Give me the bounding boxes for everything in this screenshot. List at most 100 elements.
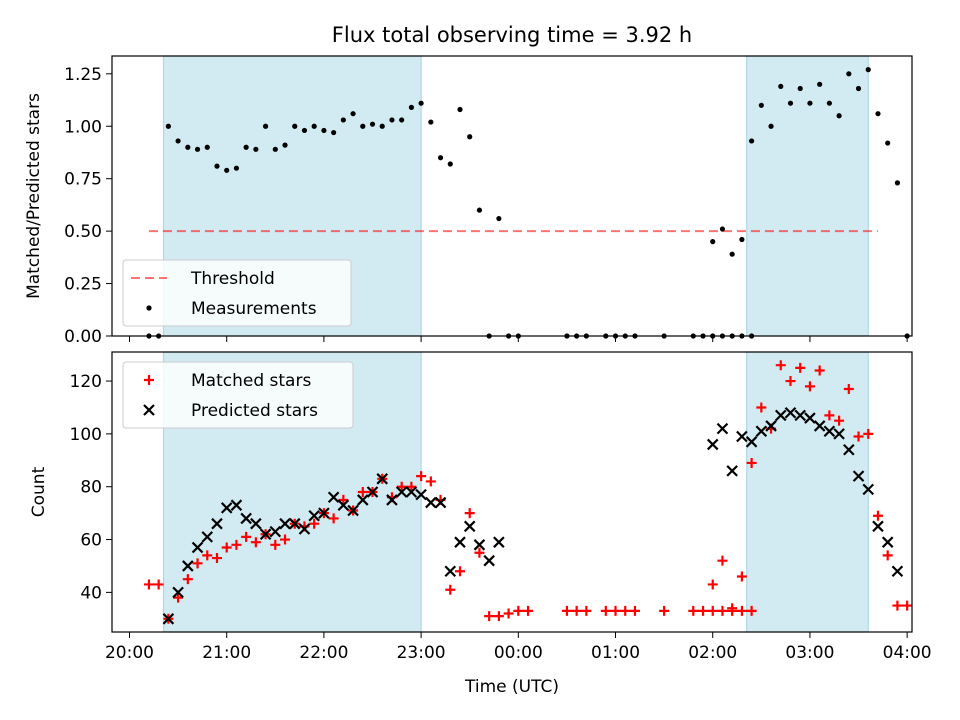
predicted-star-point (415, 488, 427, 501)
matched-star-point (853, 431, 864, 442)
y-tick-label: 0.25 (64, 275, 102, 295)
measurement-point (729, 251, 735, 257)
matched-star-point (659, 605, 670, 616)
measurement-point (253, 146, 259, 152)
predicted-star-point (774, 409, 787, 422)
matched-star-point (338, 494, 349, 505)
predicted-star-point (298, 523, 311, 535)
measurement-point (846, 71, 852, 77)
measurement-point (758, 102, 764, 108)
predicted-star-point (425, 496, 437, 509)
matched-star-point (717, 555, 728, 566)
legend-box (122, 259, 352, 327)
predicted-star-point (269, 525, 282, 538)
predicted-star-point (862, 483, 875, 496)
predicted-star-point (891, 565, 904, 578)
matched-star-point (736, 571, 747, 582)
measurement-point (719, 226, 726, 232)
measurement-point (321, 127, 327, 134)
top-panel: 0.00 0.25 0.50 0.75 1.00 1.25 Matched/Predict… (24, 55, 913, 347)
matched-star-point (882, 550, 893, 561)
measurement-point (369, 121, 376, 127)
legend-box (122, 361, 354, 429)
predicted-star-point (813, 420, 826, 432)
matched-star-point (775, 360, 786, 371)
measurement-point (797, 85, 803, 92)
measurement-point (224, 167, 230, 173)
legend-label: Predicted stars (191, 401, 318, 421)
matched-star-point (357, 487, 368, 497)
x-tick-label: 03:00 (785, 643, 834, 663)
predicted-star-point (288, 517, 301, 530)
matched-star-point (785, 376, 796, 387)
predicted-star-point (395, 486, 408, 498)
measurement-point (408, 104, 414, 110)
bottom-ylabel: Count (29, 466, 49, 517)
matched-star-point (688, 605, 699, 616)
measurement-point (817, 81, 823, 87)
matched-star-point (523, 605, 534, 616)
predicted-star-point (386, 494, 398, 506)
measurement-point (428, 119, 434, 125)
bottom-xlabel: Time (UTC) (464, 677, 559, 697)
predicted-star-point (765, 420, 777, 432)
bottom-plot-frame (111, 351, 913, 633)
matched-star-point (143, 579, 154, 590)
measurement-point (243, 144, 249, 150)
measurement-point (826, 100, 832, 106)
measurement-point (311, 123, 317, 129)
predicted-star-point (220, 502, 233, 514)
measurement-point (885, 140, 891, 146)
matched-star-point (746, 605, 757, 616)
measurement-point (710, 239, 716, 245)
matched-star-point (756, 402, 767, 413)
matched-star-point (328, 513, 339, 524)
matched-star-point (192, 558, 203, 569)
predicted-star-point (191, 541, 204, 554)
predicted-star-point (454, 536, 466, 548)
measurement-point (418, 100, 424, 106)
y-tick-label: 60 (80, 531, 102, 551)
measurement-point (331, 129, 337, 136)
legend-label: Measurements (191, 299, 317, 319)
matched-star-point (736, 605, 747, 616)
matched-star-point (474, 547, 485, 558)
y-tick-label: 120 (70, 372, 102, 392)
matched-star-point (454, 566, 465, 577)
measurement-point (778, 83, 784, 90)
matched-star-point (795, 362, 806, 373)
measurement-point (447, 161, 453, 167)
measurement-point (787, 100, 794, 106)
predicted-star-point (755, 425, 768, 438)
predicted-star-point (308, 509, 320, 522)
matched-star-point (309, 518, 320, 529)
matched-star-point (707, 579, 718, 590)
measurement-point (437, 155, 444, 161)
measurement-point (855, 85, 862, 92)
measurement-point (204, 144, 210, 150)
matched-star-point (843, 383, 854, 394)
measurement-point (496, 215, 502, 222)
legend-matched-swatch (144, 375, 154, 385)
bottom-panel: 40 60 80 100 120 20:00 21:00 22:00 23:00 00:00 01:… (29, 351, 932, 697)
y-tick-label: 1.00 (64, 117, 102, 137)
predicted-star-point (434, 496, 447, 509)
matched-star-point (182, 574, 193, 585)
predicted-star-point (405, 486, 418, 498)
legend-label: Matched stars (191, 371, 311, 391)
predicted-star-point (716, 422, 729, 435)
matched-star-point (834, 415, 845, 426)
y-tick-label: 1.25 (64, 65, 102, 85)
predicted-star-point (823, 425, 836, 438)
matched-star-point (202, 550, 213, 561)
matched-star-point (270, 539, 281, 550)
matched-star-point (211, 553, 222, 564)
predicted-star-point (706, 438, 719, 451)
matched-star-point (814, 365, 825, 376)
y-tick-label: 0.75 (64, 170, 102, 190)
predicted-star-point (211, 517, 223, 530)
predicted-star-point (337, 499, 350, 511)
predicted-star-point (376, 473, 389, 485)
matched-star-point (717, 605, 728, 616)
measurement-point (360, 123, 366, 129)
